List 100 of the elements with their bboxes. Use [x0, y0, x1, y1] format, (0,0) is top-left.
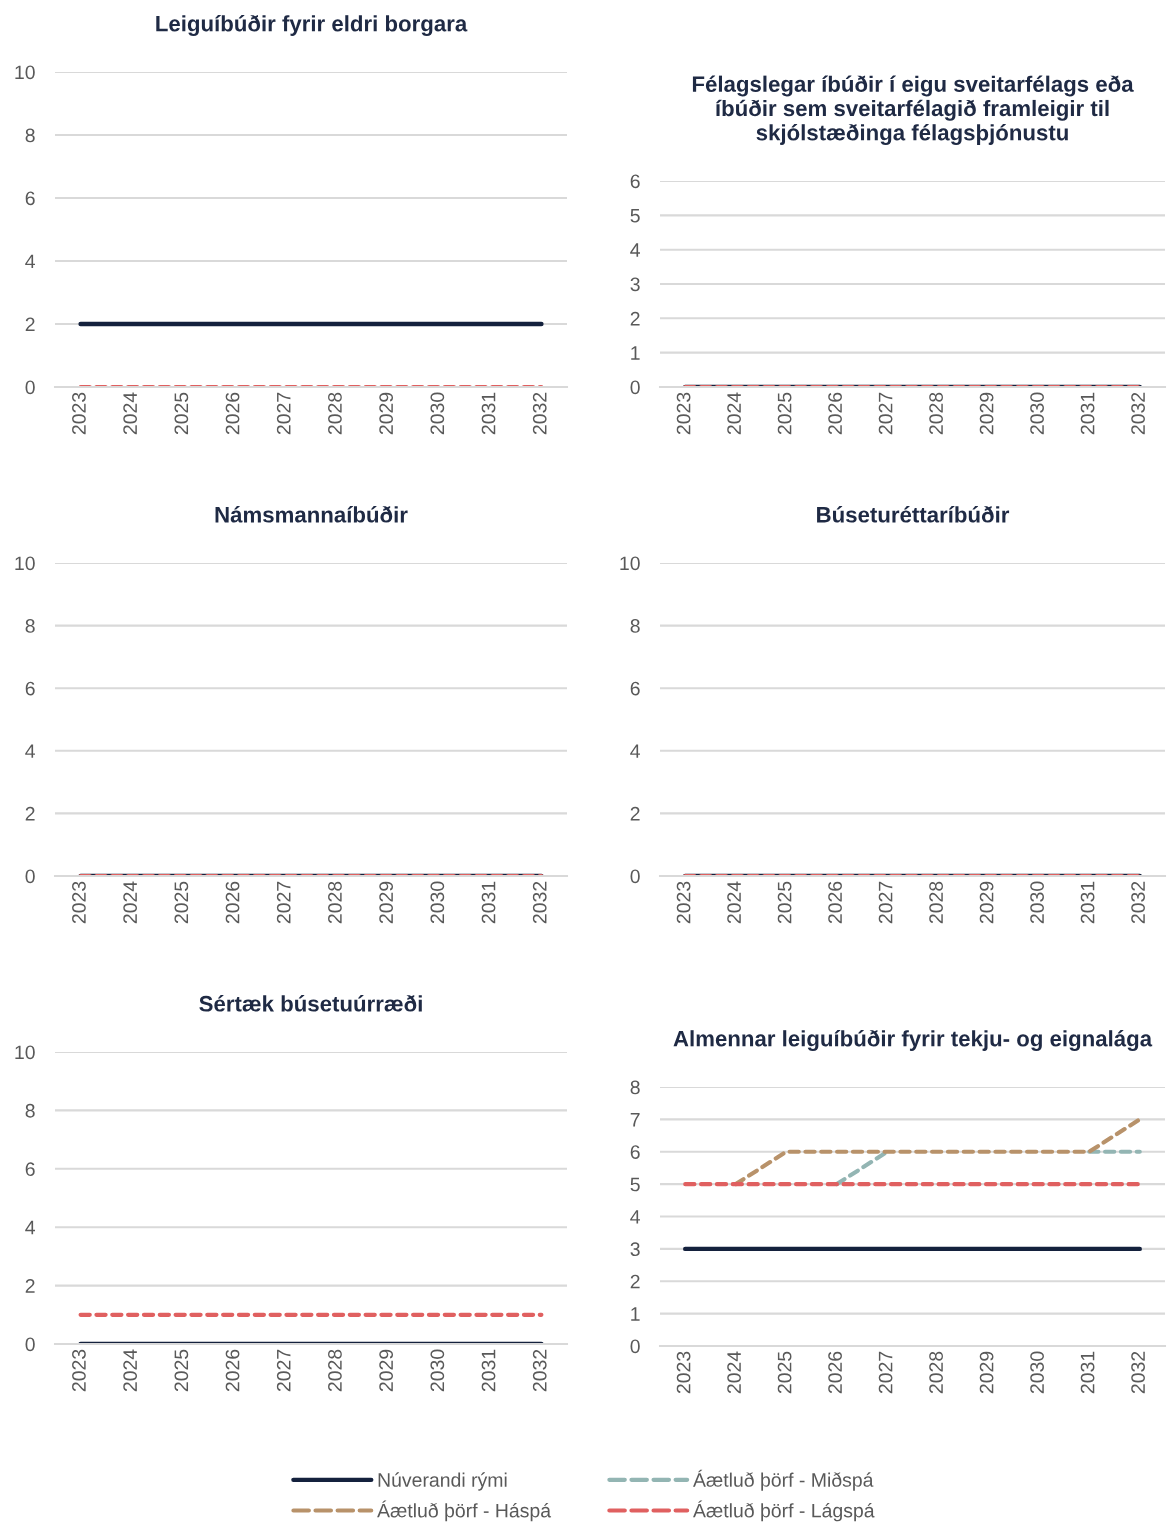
x-tick-label: 2031	[481, 881, 496, 924]
y-tick-label: 6	[630, 1145, 640, 1159]
y-tick-label: 8	[25, 128, 35, 143]
x-tick-label: 2031	[481, 392, 496, 435]
x-tick-label: 2027	[276, 392, 291, 435]
x-tick-label: 2027	[276, 881, 291, 924]
y-tick-label: 10	[15, 1045, 35, 1060]
x-tick-label: 2024	[727, 1351, 741, 1394]
x-tick-label: 2029	[379, 1349, 394, 1392]
y-tick-label: 5	[630, 209, 640, 223]
x-tick-label: 2026	[828, 392, 842, 435]
x-tick-label: 2026	[225, 392, 240, 435]
x-tick-label: 2032	[1131, 881, 1145, 924]
y-tick-label: 4	[25, 1220, 35, 1235]
x-tick-label: 2023	[676, 881, 691, 924]
y-tick-label: 10	[620, 556, 640, 571]
y-tick-label: 2	[630, 806, 640, 821]
x-tick-label: 2031	[1080, 392, 1095, 435]
x-tick-label: 2028	[929, 392, 943, 435]
y-tick-label: 2	[25, 806, 35, 821]
y-tick-label: 8	[25, 619, 35, 633]
legend-label: Áætluð þörf - Miðspá	[693, 1469, 874, 1491]
x-tick-label: 2027	[878, 1351, 893, 1394]
legend-label: Áætluð þörf - Háspá	[377, 1500, 552, 1522]
x-tick-label: 2023	[72, 392, 86, 435]
chart-title: Almennar leiguíbúðir fyrir tekju- og eignalága	[673, 1029, 1153, 1051]
y-tick-label: 2	[630, 311, 640, 326]
x-tick-label: 2032	[532, 881, 547, 924]
y-tick-label: 0	[630, 1339, 640, 1354]
y-tick-label: 6	[25, 1162, 35, 1177]
x-tick-label: 2030	[430, 881, 445, 924]
x-tick-label: 2025	[777, 881, 792, 924]
x-tick-label: 2028	[328, 392, 342, 435]
chart-title: Leiguíbúðir fyrir eldri borgara	[156, 14, 468, 36]
x-tick-label: 2028	[328, 1349, 342, 1392]
x-tick-label: 2028	[929, 881, 943, 924]
y-tick-label: 2	[25, 1279, 35, 1293]
x-tick-label: 2026	[828, 881, 842, 924]
y-tick-label: 6	[25, 191, 35, 206]
x-tick-label: 2023	[72, 881, 86, 924]
x-tick-label: 2032	[1131, 392, 1145, 435]
y-tick-label: 0	[630, 380, 640, 395]
x-tick-label: 2029	[379, 392, 394, 435]
y-tick-label: 0	[25, 1337, 35, 1352]
x-tick-label: 2030	[1030, 392, 1044, 435]
x-tick-label: 2030	[430, 1349, 445, 1392]
x-tick-label: 2027	[878, 881, 893, 924]
x-tick-label: 2027	[878, 392, 893, 435]
y-tick-label: 2	[630, 1274, 640, 1289]
y-tick-label: 0	[25, 380, 35, 395]
legend-label: Áætluð þörf - Lágspá	[693, 1500, 875, 1522]
y-tick-label: 2	[25, 317, 35, 332]
legend-label: Núverandi rými	[378, 1472, 507, 1491]
x-tick-label: 2025	[777, 1351, 792, 1394]
chart-title: Sértæk búsetuúrræði	[199, 995, 422, 1012]
y-tick-label: 6	[630, 681, 640, 696]
y-tick-label: 0	[25, 869, 35, 884]
x-tick-label: 2026	[225, 881, 240, 924]
y-tick-label: 10	[15, 556, 35, 571]
x-tick-label: 2026	[225, 1349, 240, 1392]
y-tick-label: 10	[15, 65, 35, 80]
x-tick-label: 2025	[777, 392, 792, 435]
x-tick-label: 2028	[929, 1351, 943, 1394]
x-tick-label: 2032	[532, 1349, 547, 1392]
y-tick-label: 8	[630, 619, 640, 633]
y-tick-label: 8	[25, 1103, 35, 1118]
y-tick-label: 4	[630, 744, 640, 758]
x-tick-label: 2023	[676, 392, 691, 435]
x-tick-label: 2029	[979, 1351, 994, 1394]
x-tick-label: 2028	[328, 881, 342, 924]
x-tick-label: 2031	[1080, 881, 1095, 924]
x-tick-label: 2032	[1131, 1351, 1145, 1394]
y-tick-label: 1	[631, 346, 640, 360]
y-tick-label: 8	[630, 1080, 640, 1095]
y-tick-label: 4	[630, 1210, 640, 1224]
x-tick-label: 2030	[430, 392, 445, 435]
x-tick-label: 2024	[727, 392, 741, 435]
chart-title: Félagslegar íbúðir í eigu sveitarfélags eða íbúðir sem sveitarfélagið framleigir til skjólstæðinga félagsþjónustu	[692, 75, 1134, 145]
x-tick-label: 2024	[727, 881, 741, 924]
y-tick-label: 3	[630, 1242, 640, 1257]
x-tick-label: 2023	[72, 1349, 86, 1392]
x-tick-label: 2030	[1030, 881, 1044, 924]
y-tick-label: 4	[25, 254, 35, 269]
y-tick-label: 6	[25, 681, 35, 696]
x-tick-label: 2031	[481, 1349, 496, 1392]
x-tick-label: 2031	[1080, 1351, 1095, 1394]
y-tick-label: 6	[630, 174, 640, 189]
x-tick-label: 2029	[979, 392, 994, 435]
chart-title: Námsmannaíbúðir	[215, 506, 408, 523]
x-tick-label: 2024	[123, 881, 138, 924]
x-tick-label: 2030	[1030, 1351, 1044, 1394]
x-tick-label: 2025	[174, 881, 189, 924]
x-tick-label: 2032	[532, 392, 547, 435]
x-tick-label: 2023	[676, 1351, 691, 1394]
x-tick-label: 2024	[123, 392, 138, 435]
y-tick-label: 0	[630, 869, 640, 884]
x-tick-label: 2025	[174, 1349, 189, 1392]
x-tick-label: 2029	[979, 881, 994, 924]
y-tick-label: 7	[630, 1113, 640, 1127]
chart-title: Búseturéttaríbúðir	[817, 506, 1010, 523]
